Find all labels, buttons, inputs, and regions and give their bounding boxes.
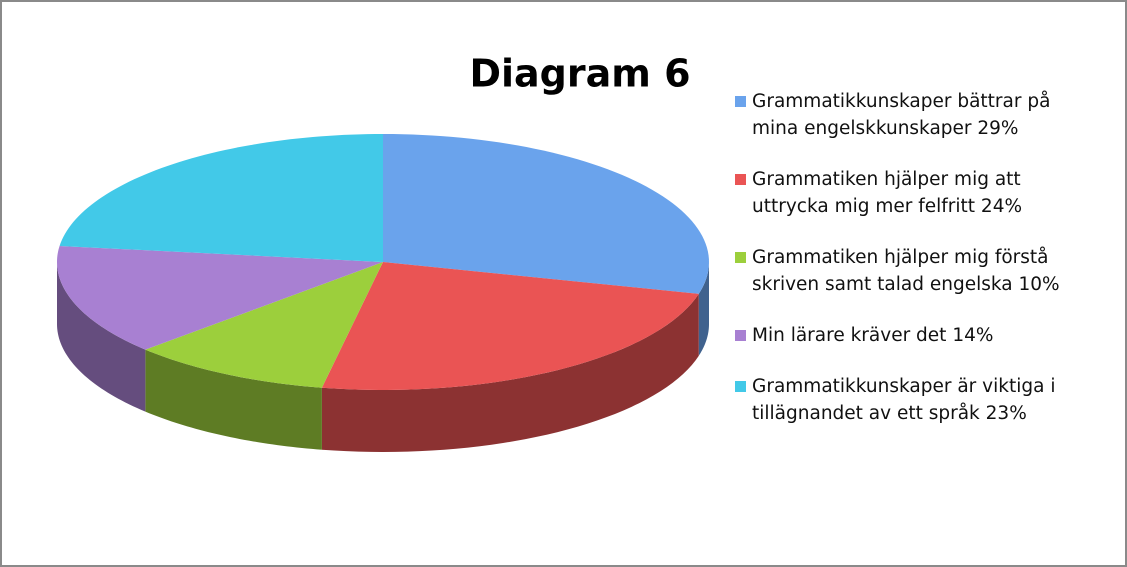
slice (145, 262, 383, 388)
chart-title: Diagram 6 (469, 52, 690, 96)
slice (57, 245, 383, 350)
legend-label: Min lärare kräver det 14% (752, 325, 994, 346)
slice (321, 262, 699, 390)
legend-item: Grammatiken hjälper mig förstå skriven s… (735, 244, 1105, 298)
slice-side (145, 349, 322, 450)
legend: Grammatikkunskaper bättrar på mina engel… (735, 88, 1105, 451)
legend-label: Grammatiken hjälper mig förstå skriven s… (752, 247, 1060, 295)
slice (383, 134, 709, 294)
legend-item: Grammatikkunskaper bättrar på mina engel… (735, 88, 1105, 142)
legend-item: Grammatikkunskaper är viktiga i tillägna… (735, 373, 1105, 427)
legend-swatch (735, 252, 746, 263)
slice (59, 134, 383, 262)
slice-side (698, 262, 709, 356)
legend-label: Grammatikkunskaper är viktiga i tillägna… (752, 376, 1056, 424)
slice-side (57, 262, 146, 412)
legend-item: Grammatiken hjälper mig att uttrycka mig… (735, 166, 1105, 220)
legend-label: Grammatiken hjälper mig att uttrycka mig… (752, 169, 1023, 217)
legend-swatch (735, 96, 746, 107)
legend-swatch (735, 381, 746, 392)
legend-swatch (735, 174, 746, 185)
slice-side (321, 293, 699, 452)
legend-swatch (735, 330, 746, 341)
legend-label: Grammatikkunskaper bättrar på mina engel… (752, 91, 1051, 139)
legend-item: Min lärare kräver det 14% (735, 322, 1105, 349)
